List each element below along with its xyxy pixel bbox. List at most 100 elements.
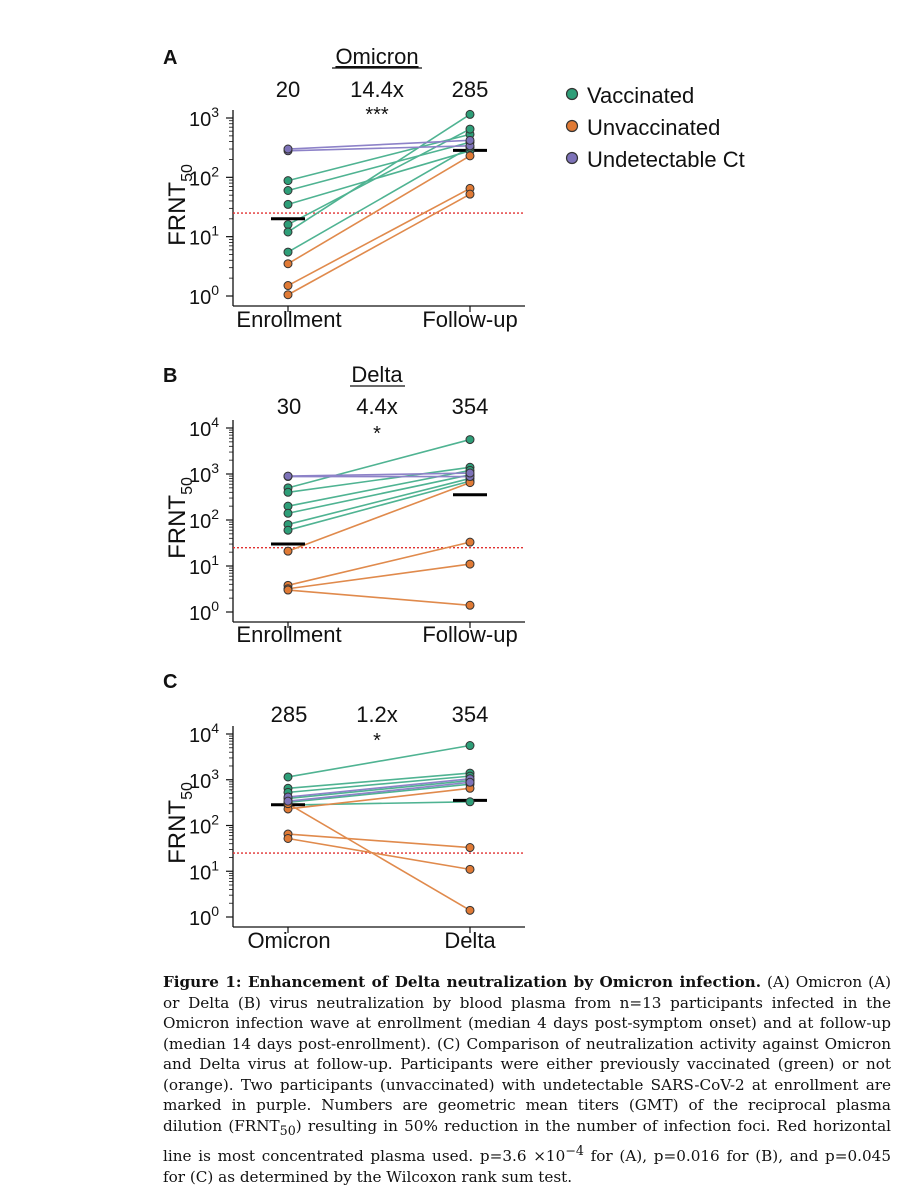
panel-b-point-vaccinated: [283, 508, 293, 518]
caption-sub-50: 50: [279, 1122, 296, 1138]
panel-c-ytick-label: 104: [189, 720, 219, 747]
panel-c-xlabel-right: Delta: [444, 928, 496, 953]
panel-c-point-unvaccinated: [465, 864, 475, 874]
caption-sup-exp: −4: [565, 1143, 584, 1159]
caption-title: Figure 1: Enhancement of Delta neutraliz…: [163, 973, 761, 991]
panel-b-pair-line-unvaccinated: [287, 563, 471, 590]
panel-b-pair-line-vaccinated: [287, 477, 471, 526]
panel-a-ytick-label: 102: [189, 163, 219, 190]
panel-a-point-vaccinated: [283, 227, 293, 237]
panel-b-pair-line-unvaccinated: [287, 589, 471, 607]
panel-a-point-vaccinated: [465, 109, 475, 119]
panel-b-xlabel-right: Follow-up: [422, 622, 517, 647]
panel-c-point-undetectable: [465, 777, 475, 787]
panel-a-point-vaccinated: [283, 176, 293, 186]
panel-letter-c: C: [163, 671, 177, 693]
figure-1: Vaccinated Unvaccinated Undetectable Ct …: [163, 44, 745, 953]
panel-b-point-unvaccinated: [283, 585, 293, 595]
panel-c-pair-line-undetectable: [287, 781, 471, 802]
panel-c-pair-line-vaccinated: [287, 775, 471, 794]
panel-a-pair-line-unvaccinated: [287, 187, 471, 287]
panel-a-point-vaccinated: [283, 185, 293, 195]
panel-a-ytick-label: 100: [189, 282, 219, 309]
panel-a-point-unvaccinated: [465, 151, 475, 161]
panel-b-gmt-right: 354: [452, 394, 489, 419]
panel-a-pair-line-vaccinated: [287, 146, 471, 253]
panel-letter-a: A: [163, 47, 177, 69]
panel-c-gmt-right: 354: [452, 702, 489, 727]
panel-b-pair-line-undetectable: [287, 472, 471, 477]
panel-b-point-unvaccinated: [283, 546, 293, 556]
panel-c: C 285 1.2x * 354 100 101 102 103 104 Omicron…: [163, 671, 525, 953]
panel-b-ytick-label: 103: [189, 460, 219, 487]
panel-c-pair-line-vaccinated: [287, 800, 471, 806]
panel-c-point-vaccinated: [465, 741, 475, 751]
panel-b-point-unvaccinated: [465, 600, 475, 610]
panel-c-ytick-label: 100: [189, 903, 219, 930]
panel-b-ytick-label: 100: [189, 598, 219, 625]
panel-c-xlabel-left: Omicron: [247, 928, 330, 953]
caption-text-a: (A) Omicron (A) or Delta (B) virus neutr…: [163, 973, 891, 1135]
panel-c-gmt-left: 285: [271, 702, 308, 727]
panel-b-point-unvaccinated: [465, 559, 475, 569]
panel-a-significance: ***: [365, 104, 389, 126]
panel-b-pair-line-vaccinated: [287, 438, 471, 489]
panel-a-pair-line-undetectable: [287, 144, 471, 152]
panel-c-ytick-label: 103: [189, 766, 219, 793]
panel-a-point-unvaccinated: [283, 259, 293, 269]
panel-b-point-undetectable: [465, 468, 475, 478]
panel-c-pair-line-unvaccinated: [287, 833, 471, 849]
panel-b-fold-change: 4.4x: [356, 394, 398, 419]
panel-b-pair-line-vaccinated: [287, 474, 471, 515]
panel-a-point-unvaccinated: [283, 281, 293, 291]
panel-a-title: Omicron: [335, 44, 418, 69]
panel-a-pair-line-undetectable: [287, 139, 471, 150]
panel-b-ytick-label: 102: [189, 506, 219, 533]
panel-b-point-vaccinated: [283, 525, 293, 535]
legend-marker-unvaccinated: [565, 119, 579, 133]
panel-a-point-undetectable: [283, 144, 293, 154]
panel-c-pair-line-undetectable: [287, 777, 471, 798]
panel-a-ylabel: FRNT50: [164, 164, 196, 246]
panel-c-point-undetectable: [283, 796, 293, 806]
panel-c-plot: 100 101 102 103 104: [189, 720, 525, 933]
panel-b-ytick-label: 104: [189, 414, 219, 441]
panel-a-ytick-label: 103: [189, 104, 219, 131]
panel-a-gmt-left: 20: [276, 77, 300, 102]
panel-a-xlabel-left: Enrollment: [236, 307, 341, 332]
panel-b-point-undetectable: [283, 471, 293, 481]
panel-a-fold-change: 14.4x: [350, 77, 404, 102]
panel-b-ylabel: FRNT50: [164, 477, 196, 559]
panel-a-point-unvaccinated: [283, 290, 293, 300]
panel-b-point-vaccinated: [465, 435, 475, 445]
panel-a-gmt-right: 285: [452, 77, 489, 102]
panel-a-pair-line-vaccinated: [287, 128, 471, 226]
panel-a-point-vaccinated: [283, 247, 293, 257]
panel-b-pair-line-unvaccinated: [287, 541, 471, 587]
panel-c-point-unvaccinated: [465, 905, 475, 915]
panel-a-pair-line-unvaccinated: [287, 155, 471, 265]
panel-b-pair-line-vaccinated: [287, 480, 471, 531]
panel-b-xlabel-left: Enrollment: [236, 622, 341, 647]
panel-c-point-unvaccinated: [283, 833, 293, 843]
panel-c-ytick-label: 102: [189, 812, 219, 839]
panel-a-pair-line-unvaccinated: [287, 193, 471, 296]
panel-c-pair-line-unvaccinated: [287, 837, 471, 871]
panel-c-point-vaccinated: [465, 797, 475, 807]
legend-marker-vaccinated: [565, 87, 579, 101]
panel-a-plot: 100 101 102 103: [189, 104, 525, 312]
panel-a-ytick-label: 101: [189, 223, 219, 250]
panel-b-significance: *: [373, 423, 381, 445]
panel-c-ytick-label: 101: [189, 857, 219, 884]
panel-c-pair-line-vaccinated: [287, 783, 471, 804]
panel-b-pair-line-vaccinated: [287, 466, 471, 494]
panel-c-fold-change: 1.2x: [356, 702, 398, 727]
panel-a-point-unvaccinated: [465, 189, 475, 199]
panel-a: A Omicron 20 14.4x *** 285 100101102103 …: [163, 44, 525, 332]
panel-a-pair-line-vaccinated: [287, 113, 471, 233]
panel-b-title: Delta: [351, 362, 403, 387]
panel-a-xlabel-right: Follow-up: [422, 307, 517, 332]
figure-caption: Figure 1: Enhancement of Delta neutraliz…: [163, 972, 891, 1187]
panel-a-point-vaccinated: [283, 199, 293, 209]
legend-label-unvaccinated: Unvaccinated: [587, 115, 720, 140]
